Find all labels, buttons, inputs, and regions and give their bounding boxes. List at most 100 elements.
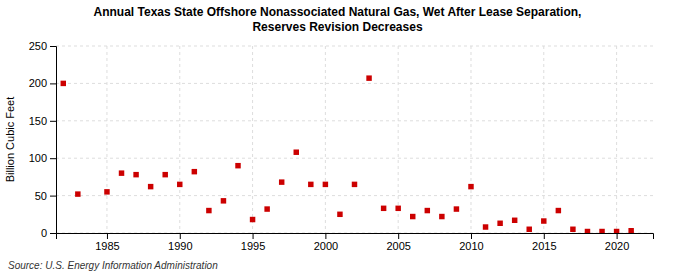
tick-mark [325, 233, 326, 239]
point [381, 206, 386, 211]
point [628, 228, 633, 233]
grid-line [616, 46, 617, 233]
grid-line [56, 46, 653, 47]
x-axis: 1985 1990 1995 2000 2005 2010 2015 2020 [57, 233, 654, 252]
tick: 2010 [459, 233, 483, 252]
grid-line [252, 46, 253, 233]
point [337, 212, 342, 217]
point [454, 206, 459, 211]
point [410, 214, 415, 219]
tick-mark [180, 233, 181, 239]
axis-line [50, 47, 57, 234]
point [162, 172, 167, 177]
tick-mark [50, 83, 56, 84]
grid-line [106, 46, 107, 233]
tick: 200 [29, 77, 56, 89]
grid-line [56, 83, 653, 84]
point [148, 184, 153, 189]
y-axis-label: Billion Cubic Feet [4, 97, 16, 183]
tick-label: 0 [41, 227, 47, 239]
tick-mark [544, 233, 545, 239]
tick: 150 [29, 115, 56, 127]
tick: 2020 [605, 233, 629, 252]
tick-mark [617, 233, 618, 239]
tick-label: 150 [29, 115, 47, 127]
tick: 2005 [386, 233, 410, 252]
axis-line [57, 234, 654, 240]
point [585, 229, 590, 233]
point [439, 214, 444, 219]
tick-mark [398, 233, 399, 239]
point [570, 227, 575, 232]
point [264, 206, 269, 211]
point [250, 217, 255, 222]
tick: 0 [41, 227, 56, 239]
tick-mark [50, 158, 56, 159]
point [279, 179, 284, 184]
tick-label: 2000 [314, 240, 338, 252]
point [133, 172, 138, 177]
tick: 1985 [95, 233, 119, 252]
grid-line [56, 120, 653, 121]
tick-mark [471, 233, 472, 239]
point [294, 149, 299, 154]
tick: 1990 [168, 233, 192, 252]
point [483, 224, 488, 229]
tick: 2000 [314, 233, 338, 252]
point [541, 218, 546, 223]
source: Source: U.S. Energy Information Administ… [8, 260, 218, 271]
point [192, 169, 197, 174]
point [526, 227, 531, 232]
chart: Annual Texas State Offshore Nonassociate… [0, 0, 675, 275]
tick: 1995 [241, 233, 265, 252]
plot-area: 1985 1990 1995 2000 2005 2010 2015 2020 0 50 100 15… [29, 40, 654, 252]
grid-line [325, 46, 326, 233]
point [75, 191, 80, 196]
point [323, 182, 328, 187]
point [235, 163, 240, 168]
tick-label: 2005 [386, 240, 410, 252]
tick-mark [253, 233, 254, 239]
point [308, 182, 313, 187]
tick: 2015 [532, 233, 556, 252]
tick-mark [50, 196, 56, 197]
point [599, 229, 604, 233]
point [366, 75, 371, 80]
title: Annual Texas State Offshore Nonassociate… [94, 5, 582, 19]
grid-line [543, 46, 544, 233]
tick-mark [50, 121, 56, 122]
grid-line [56, 195, 653, 196]
point [512, 218, 517, 223]
tick-label: 1990 [168, 240, 192, 252]
point [425, 208, 430, 213]
point [104, 189, 109, 194]
tick-label: 1985 [95, 240, 119, 252]
tick-label: 200 [29, 77, 47, 89]
tick-mark [50, 233, 56, 234]
point [395, 206, 400, 211]
grid-line [470, 46, 471, 233]
tick-label: 2010 [459, 240, 483, 252]
point [119, 170, 124, 175]
tick-mark [50, 46, 56, 47]
grid [56, 46, 653, 233]
grid-line [179, 46, 180, 233]
points [61, 75, 634, 233]
point [206, 208, 211, 213]
point [352, 182, 357, 187]
tick-label: 100 [29, 152, 47, 164]
tick-label: 50 [35, 190, 47, 202]
tick-label: 2015 [532, 240, 556, 252]
tick: 250 [29, 40, 56, 52]
tick-mark [107, 233, 108, 239]
point [497, 221, 502, 226]
tick: 50 [35, 190, 56, 202]
y-axis: 0 50 100 150 200 250 [29, 40, 57, 239]
point [177, 182, 182, 187]
point [614, 229, 619, 233]
point [468, 184, 473, 189]
grid-line [398, 46, 399, 233]
point [221, 198, 226, 203]
point [61, 81, 66, 86]
tick: 100 [29, 152, 56, 164]
